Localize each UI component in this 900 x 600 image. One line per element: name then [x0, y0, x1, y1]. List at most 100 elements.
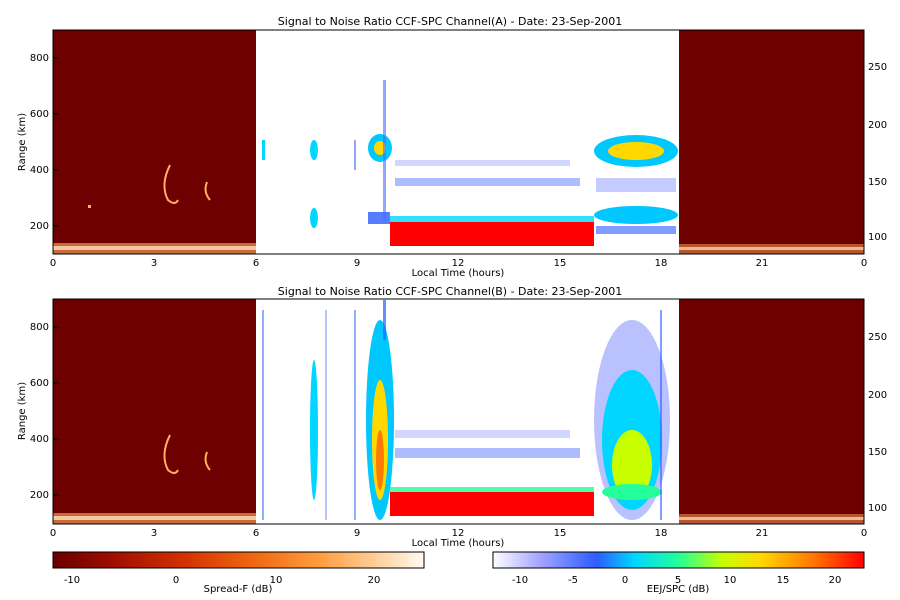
panel-a-xtick-12: 12	[452, 258, 465, 269]
panel-a-xtick-15: 15	[554, 258, 567, 269]
panel-a-plume-2	[204, 181, 211, 201]
panel-a-ytick-label-600: 600	[30, 109, 49, 120]
panel-a-blob-17h-core	[608, 142, 664, 160]
panel-b-plume-17h-core	[612, 430, 652, 500]
panel-a-plume-1	[163, 164, 179, 204]
panel-a-xlabel: Local Time (hours)	[412, 268, 505, 279]
panel-a-xtick-24: 0	[861, 258, 867, 269]
panel-a-streak-8h	[354, 140, 356, 170]
colorbar-eej-label: EEJ/SPC (dB)	[647, 584, 710, 595]
panel-a-ylabel: Range (km)	[17, 113, 28, 171]
panel-a-blob-8h-low	[310, 208, 318, 228]
panel-a-spreadf-right	[679, 30, 864, 254]
panel-a-band-17h	[596, 178, 676, 192]
colorbar-spreadf-tick-20: 20	[368, 575, 381, 586]
panel-a-ytick-label-800: 800	[30, 53, 49, 64]
panel-b-spreadf-left-floor-bright	[53, 516, 256, 520]
panel-a-speck	[88, 205, 91, 208]
colorbar-spreadf-tick-neg10: -10	[64, 575, 80, 586]
panel-b-ytick-label-600: 600	[30, 378, 49, 389]
panel-b-y-axis: 200 400 600 800 Range (km)	[17, 322, 59, 501]
colorbar-eej-tick-neg5: -5	[568, 575, 578, 586]
panel-b-layer-420	[395, 430, 570, 438]
panel-a-eej-edge	[390, 216, 594, 222]
panel-a-layer-420	[395, 160, 570, 166]
panel-b-plume-2	[204, 451, 211, 471]
panel-b-plume-1	[163, 434, 179, 474]
panel-b-xtick-21: 21	[756, 528, 769, 539]
panel-a-xtick-3: 3	[151, 258, 157, 269]
colorbar-spreadf-bar	[52, 551, 425, 569]
panel-a-xtick-6: 6	[253, 258, 259, 269]
colorbar-spreadf-tick-10: 10	[270, 575, 283, 586]
panel-b-ytick-label-200: 200	[30, 490, 49, 501]
panel-a-spreadf-left	[53, 30, 256, 254]
panel-b-ytick-label-400: 400	[30, 434, 49, 445]
panel-a-xtick-9: 9	[354, 258, 360, 269]
colorbar-eej: -10 -5 0 5 10 15 20 EEJ/SPC (dB)	[492, 551, 865, 595]
panel-a-rtick-200: 200	[868, 120, 887, 131]
panel-a-spreadf-left-floor-bright	[53, 246, 256, 250]
panel-b-plume-9h-hot	[376, 430, 384, 490]
panel-b-ytick-label-800: 800	[30, 322, 49, 333]
panel-b-spreadf-left	[53, 299, 256, 524]
panel-b-streak-18h	[660, 310, 662, 520]
panel-b-rtick-200: 200	[868, 390, 887, 401]
panel-b-streak-8h-b	[325, 310, 327, 520]
panel-a-rtick-250: 250	[868, 62, 887, 73]
panel-a-rtick-150: 150	[868, 177, 887, 188]
panel-b-eej-red	[390, 492, 594, 516]
panel-b-plume-8h	[310, 360, 318, 500]
panel-b-layer-370	[395, 448, 580, 458]
panel-b-frame	[52, 298, 865, 525]
colorbar-spreadf: -10 0 10 20 Spread-F (dB)	[52, 551, 425, 595]
panel-b-rtick-150: 150	[868, 447, 887, 458]
colorbar-eej-tick-20: 20	[829, 575, 842, 586]
panel-b-streak-8h	[354, 310, 356, 520]
panel-b-x-axis: 0 3 6 9 12 15 18 21 0 Local Time (hours)	[50, 528, 867, 549]
colorbar-spreadf-tick-0: 0	[173, 575, 179, 586]
panel-a-band-17h-low	[596, 226, 676, 234]
panel-a-xtick-0: 0	[50, 258, 56, 269]
panel-a-xtick-21: 21	[756, 258, 769, 269]
panel-a-x-axis: 0 3 6 9 12 15 18 21 0 Local Time (hours)	[50, 258, 867, 279]
panel-b-rtick-100: 100	[868, 503, 887, 514]
panel-a-y-axis: 200 400 600 800 Range (km)	[17, 53, 59, 232]
panel-b-xtick-15: 15	[554, 528, 567, 539]
colorbar-eej-tick-neg10: -10	[512, 575, 528, 586]
panel-b-xtick-9: 9	[354, 528, 360, 539]
panel-a-xtick-18: 18	[655, 258, 668, 269]
colorbar-eej-tick-0: 0	[622, 575, 628, 586]
panel-a-rtick-100: 100	[868, 232, 887, 243]
panel-b-xtick-18: 18	[655, 528, 668, 539]
colorbar-eej-tick-5: 5	[675, 575, 681, 586]
panel-a-blob-17h-low	[594, 206, 678, 224]
panel-a-streak-9h	[383, 80, 386, 220]
panel-b-rtick-250: 250	[868, 332, 887, 343]
panel-b-xlabel: Local Time (hours)	[412, 538, 505, 549]
panel-a-ytick-label-400: 400	[30, 165, 49, 176]
panel-a-blob-8h	[310, 140, 318, 160]
panel-b-eej-edge	[390, 487, 594, 492]
colorbar-eej-tick-15: 15	[777, 575, 790, 586]
panel-a: Signal to Noise Ratio CCF-SPC Channel(A)…	[17, 15, 887, 279]
colorbar-eej-bar	[492, 551, 865, 569]
panel-b-streak-6h	[262, 310, 264, 520]
panel-b-xtick-0: 0	[50, 528, 56, 539]
panel-a-ytick-label-200: 200	[30, 221, 49, 232]
panel-a-frame	[52, 29, 865, 255]
panel-a-title: Signal to Noise Ratio CCF-SPC Channel(A)…	[278, 15, 622, 28]
panel-b-spreadf-right	[679, 299, 864, 524]
panel-b-xtick-12: 12	[452, 528, 465, 539]
colorbar-eej-tick-10: 10	[724, 575, 737, 586]
panel-b-xtick-24: 0	[861, 528, 867, 539]
panel-b-right-axis: 100 150 200 250	[868, 332, 887, 514]
panel-a-spreadf-right-floor-bright	[679, 247, 864, 250]
panel-b-plume-17h-base	[602, 484, 662, 500]
panel-b-spreadf-right-floor-bright	[679, 517, 864, 520]
panel-a-low-blob	[368, 212, 390, 224]
panel-a-right-axis: 100 150 200 250	[868, 62, 887, 243]
panel-b-xtick-6: 6	[253, 528, 259, 539]
panel-b-title: Signal to Noise Ratio CCF-SPC Channel(B)…	[278, 285, 622, 298]
